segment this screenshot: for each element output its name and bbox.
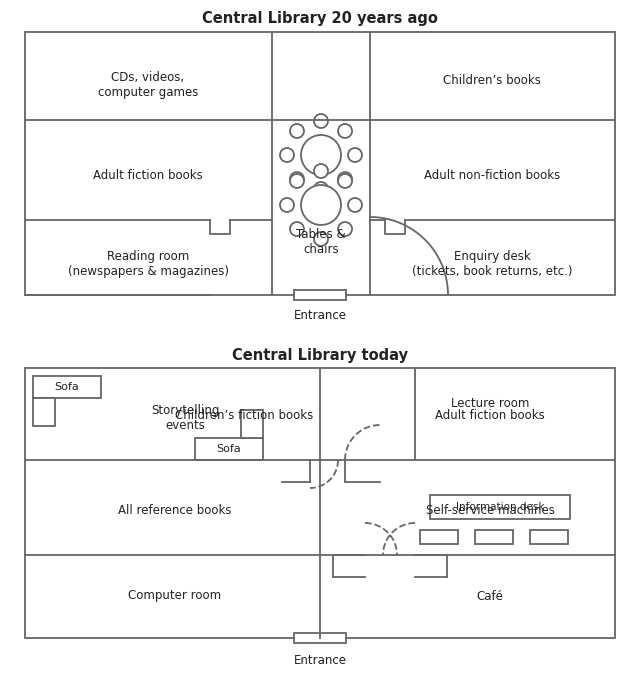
Text: Children’s fiction books: Children’s fiction books (175, 408, 313, 422)
Text: Adult fiction books: Adult fiction books (435, 408, 545, 422)
Text: Enquiry desk
(tickets, book returns, etc.): Enquiry desk (tickets, book returns, etc… (412, 250, 572, 278)
Text: Information desk: Information desk (456, 502, 544, 512)
Bar (420, 530, 458, 544)
Circle shape (290, 222, 304, 236)
Text: Computer room: Computer room (129, 589, 221, 603)
Bar (475, 530, 513, 544)
Circle shape (338, 222, 352, 236)
Bar (530, 530, 568, 544)
Bar (33, 398, 55, 426)
Text: Central Library 20 years ago: Central Library 20 years ago (202, 10, 438, 26)
Circle shape (348, 198, 362, 212)
Bar (294, 290, 346, 300)
Circle shape (314, 182, 328, 196)
Text: Adult fiction books: Adult fiction books (93, 169, 203, 182)
Circle shape (348, 148, 362, 162)
Text: Storytelling
events: Storytelling events (151, 404, 219, 432)
Bar (241, 410, 263, 438)
Text: Café: Café (477, 589, 504, 603)
Circle shape (314, 164, 328, 178)
Circle shape (338, 174, 352, 188)
Text: Children’s books: Children’s books (443, 73, 541, 86)
Circle shape (290, 174, 304, 188)
Bar (195, 438, 263, 460)
Text: Reading room
(newspapers & magazines): Reading room (newspapers & magazines) (67, 250, 228, 278)
Bar (25, 368, 615, 638)
Circle shape (301, 135, 341, 175)
Circle shape (290, 124, 304, 138)
Circle shape (314, 232, 328, 246)
Text: Sofa: Sofa (216, 444, 241, 454)
Circle shape (301, 185, 341, 225)
Text: Lecture room: Lecture room (451, 397, 529, 410)
Text: CDs, videos,
computer games: CDs, videos, computer games (98, 71, 198, 99)
Text: Sofa: Sofa (54, 382, 79, 392)
Text: Entrance: Entrance (294, 654, 346, 667)
Text: Self-service machines: Self-service machines (426, 504, 554, 516)
Bar (294, 633, 346, 643)
Text: Adult non-fiction books: Adult non-fiction books (424, 169, 560, 182)
Circle shape (338, 172, 352, 186)
Text: Central Library today: Central Library today (232, 348, 408, 363)
Bar (33, 376, 101, 398)
Bar (430, 495, 570, 519)
Text: Entrance: Entrance (294, 308, 346, 321)
Circle shape (290, 172, 304, 186)
Bar (25, 32, 615, 295)
Text: All reference books: All reference books (118, 504, 232, 516)
Circle shape (280, 148, 294, 162)
Circle shape (338, 124, 352, 138)
Text: Tables &
chairs: Tables & chairs (296, 228, 346, 256)
Circle shape (280, 198, 294, 212)
Circle shape (314, 114, 328, 128)
